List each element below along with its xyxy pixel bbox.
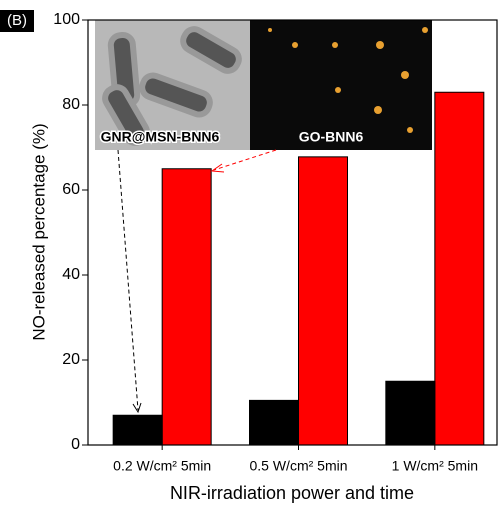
inset-label: GNR@MSN-BNN6: [101, 129, 220, 145]
arrow-head: [210, 163, 225, 173]
y-tick-label: 60: [62, 181, 80, 198]
y-tick-label: 40: [62, 266, 80, 283]
bar: [434, 91, 485, 446]
arrow-head: [132, 402, 142, 414]
x-tick-label: 0.5 W/cm² 5min: [249, 458, 347, 474]
x-axis-title: NIR-irradiation power and time: [170, 483, 414, 503]
y-axis-title: NO-released percentage (%): [29, 123, 48, 340]
annotation-arrow: [117, 149, 139, 411]
panel-label: (B): [7, 12, 27, 29]
y-tick-label: 80: [62, 96, 80, 113]
annotation-arrow: [213, 149, 277, 171]
bar: [385, 380, 436, 446]
inset-rods: [102, 26, 242, 146]
bar: [249, 399, 299, 446]
plot-frame: [87, 19, 498, 446]
bar: [298, 156, 348, 446]
bar: [161, 168, 212, 446]
x-tick-label: 1 W/cm² 5min: [392, 458, 478, 474]
y-tick-label: 20: [62, 351, 80, 368]
y-tick-label: 100: [53, 11, 80, 28]
inset-afm-image: [250, 20, 432, 150]
y-tick-label: 0: [71, 436, 80, 453]
inset-label: GO-BNN6: [299, 129, 364, 145]
panel-label-bg: [0, 10, 34, 32]
inset-dots: [268, 27, 428, 133]
x-tick-label: 0.2 W/cm² 5min: [113, 458, 211, 474]
bar: [112, 414, 163, 446]
